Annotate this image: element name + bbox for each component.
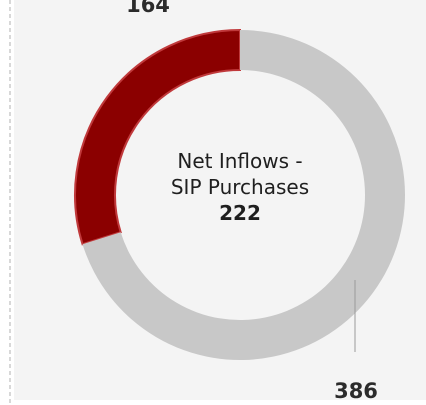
center-title: Net Inflows - SIP Purchases bbox=[170, 149, 310, 199]
center-label: Net Inflows - SIP Purchases 222 bbox=[160, 148, 320, 226]
slice-label: 386 bbox=[334, 379, 378, 403]
slice-label: 164 bbox=[126, 0, 170, 17]
center-value: 222 bbox=[219, 201, 261, 225]
donut-slice bbox=[74, 28, 241, 246]
donut bbox=[74, 28, 405, 361]
